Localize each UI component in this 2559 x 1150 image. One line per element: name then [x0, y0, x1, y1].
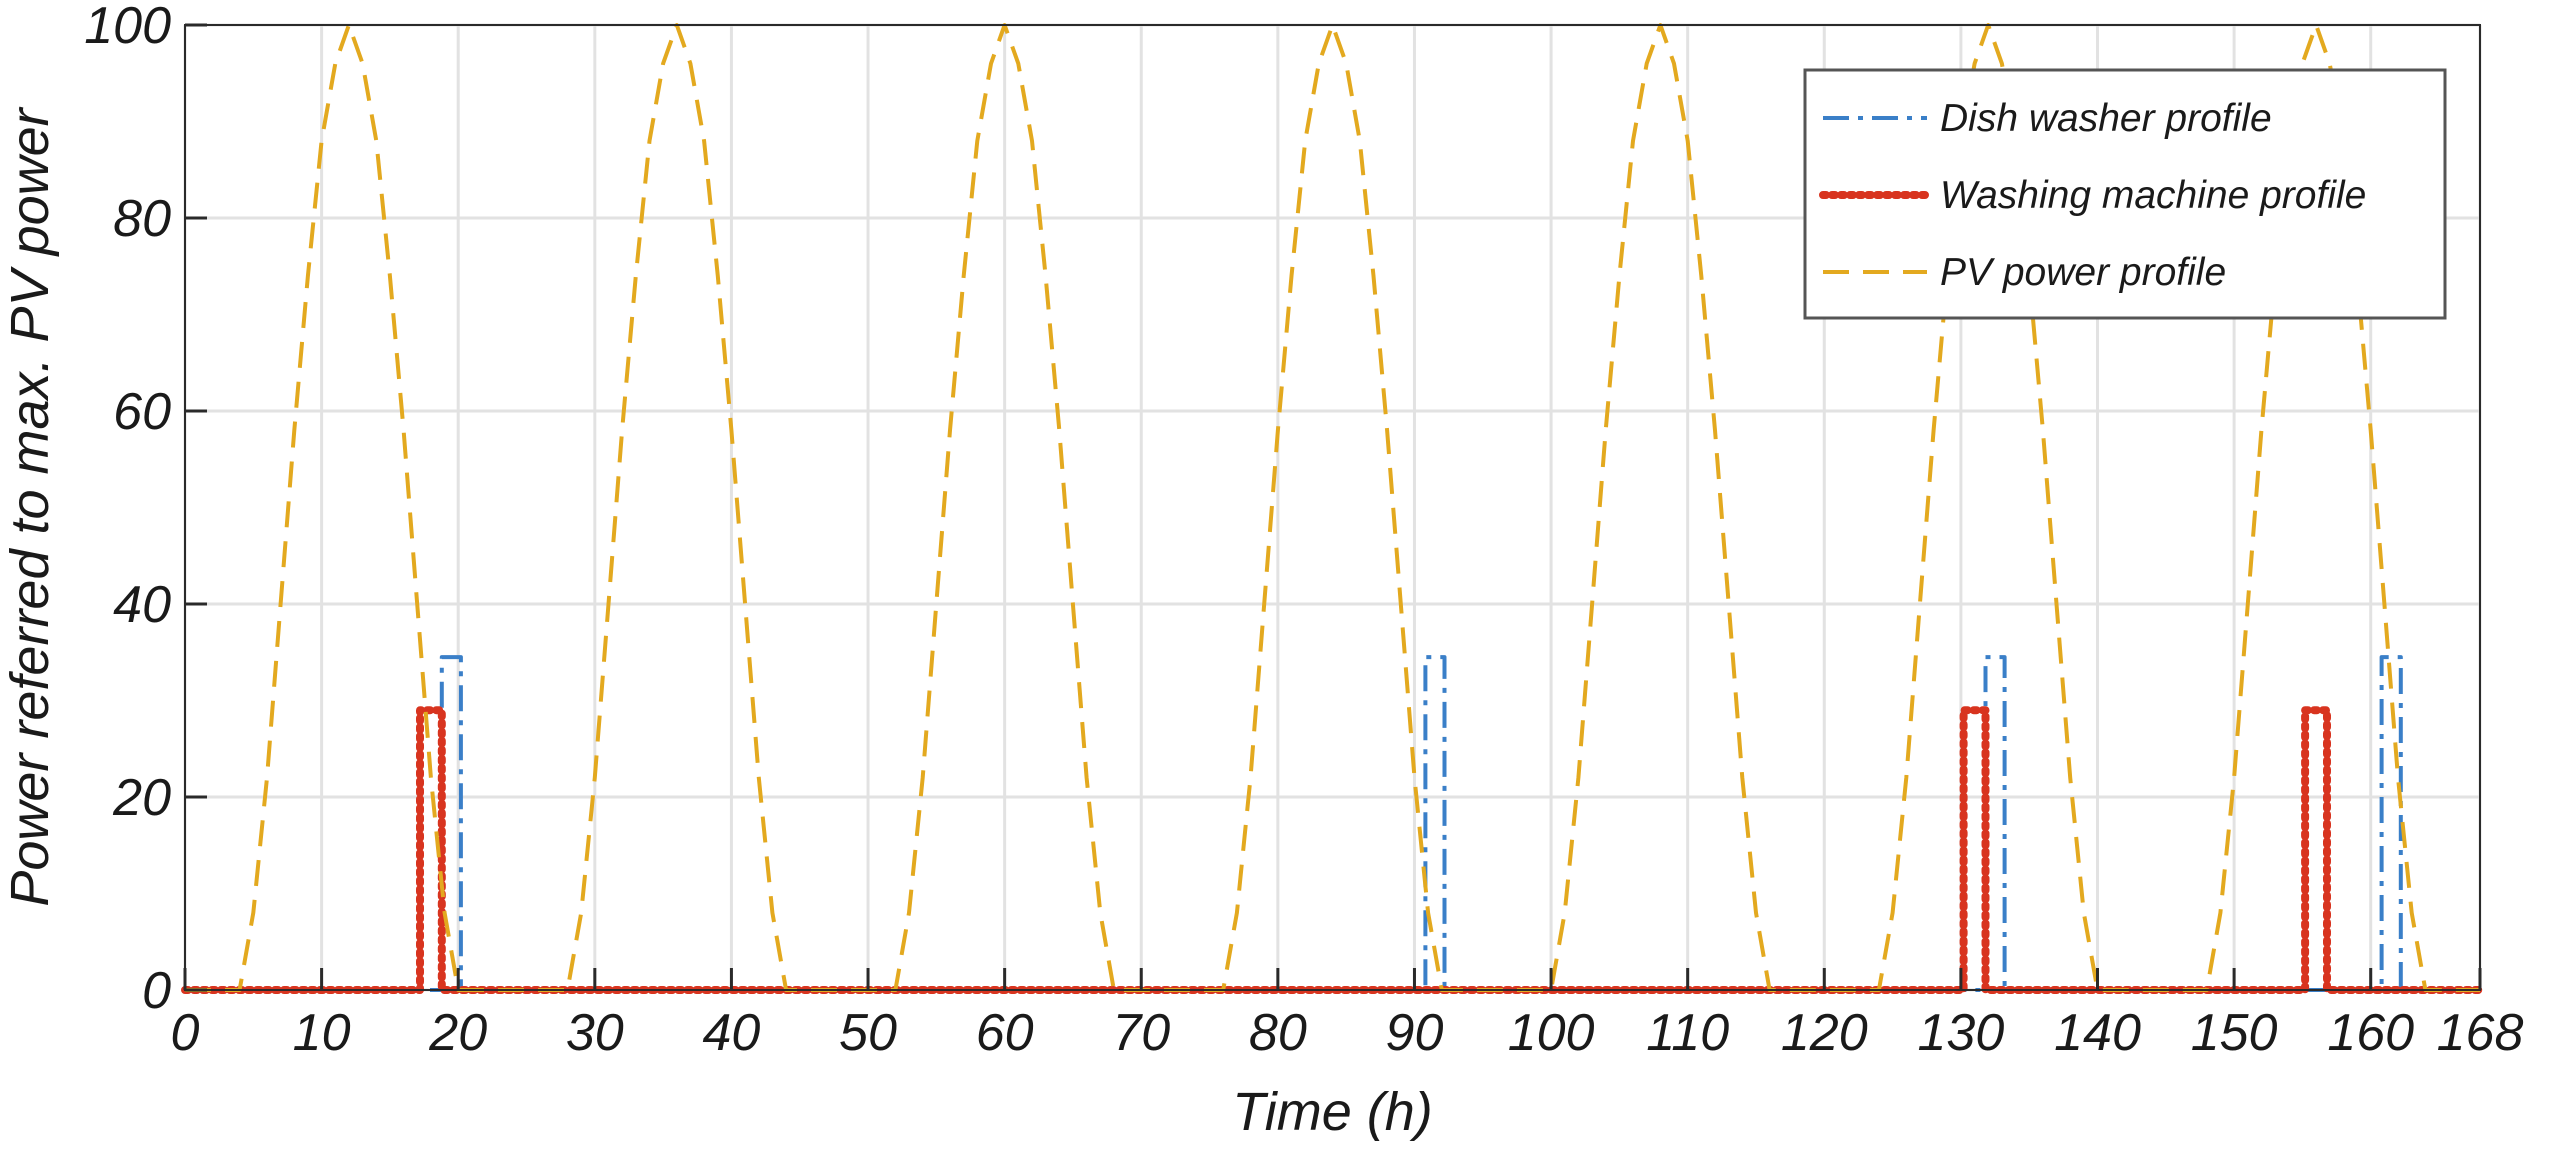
x-tick-label: 10 [293, 1004, 351, 1062]
x-tick-label: 50 [839, 1004, 897, 1062]
series-line-1 [185, 655, 2480, 992]
x-tick-label: 0 [171, 1004, 200, 1062]
y-axis-title: Power referred to max. PV power [0, 106, 60, 906]
x-tick-label: 100 [1508, 1004, 1595, 1062]
series-line-3 [185, 23, 2480, 992]
x-tick-label: 70 [1112, 1004, 1170, 1062]
x-tick-label: 150 [2191, 1004, 2278, 1062]
x-tick-label: 60 [976, 1004, 1034, 1062]
x-axis-title: Time (h) [1232, 1082, 1433, 1142]
x-tick-label: 130 [1918, 1004, 2005, 1062]
x-tick-label: 110 [1646, 1004, 1729, 1062]
series-line-2 [181, 706, 2484, 994]
legend-label-2: Washing machine profile [1940, 174, 2366, 217]
y-tick-label: 0 [142, 962, 171, 1020]
x-tick-label: 40 [703, 1004, 761, 1062]
x-tick-label: 80 [1249, 1004, 1307, 1062]
axis-ticks: 0 10 20 30 40 50 60 70 80 90 100 110 120 130 140 150 160… [84, 0, 2523, 1062]
y-tick-label: 20 [112, 769, 171, 827]
legend: Dish washer profile Washing machine profi… [1803, 68, 2447, 320]
y-tick-label: 60 [113, 383, 171, 441]
x-tick-label: 90 [1386, 1004, 1444, 1062]
y-tick-label: 80 [113, 190, 171, 248]
legend-label-1: Dish washer profile [1940, 97, 2272, 140]
x-tick-label: 168 [2437, 1004, 2524, 1062]
legend-label-3: PV power profile [1940, 251, 2226, 294]
x-tick-label: 30 [566, 1004, 624, 1062]
plot-frame [184, 24, 2481, 991]
x-tick-label: 140 [2054, 1004, 2141, 1062]
x-tick-label: 120 [1781, 1004, 1868, 1062]
x-tick-label: 160 [2327, 1004, 2414, 1062]
y-tick-label: 40 [113, 576, 171, 634]
y-tick-label: 100 [84, 0, 171, 55]
x-tick-label: 20 [428, 1004, 487, 1062]
